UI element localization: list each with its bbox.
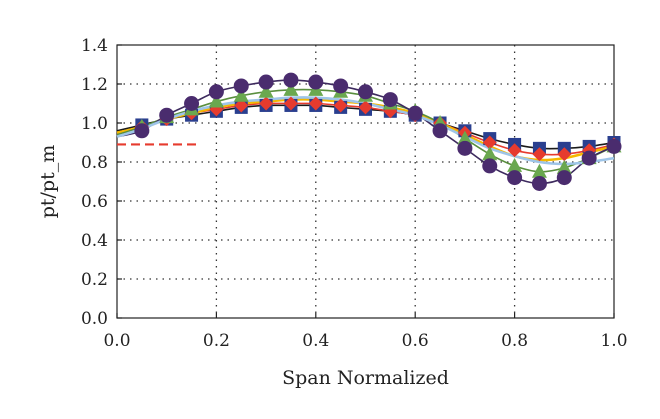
series-5-point — [258, 74, 274, 90]
x-axis-title: Span Normalized — [282, 367, 449, 389]
series-5-point — [134, 123, 150, 139]
series-2-point — [507, 143, 522, 158]
series-5-point — [283, 72, 299, 88]
series-5-point — [556, 170, 572, 186]
series-5-point — [507, 170, 523, 186]
series-5-point — [382, 92, 398, 108]
y-tick-label: 0.0 — [81, 309, 108, 329]
y-tick-label: 1.0 — [81, 114, 108, 134]
series-5-point — [159, 107, 175, 123]
series-2-point — [532, 147, 547, 162]
y-axis-title: pt/pt_m — [37, 145, 59, 219]
x-tick-label: 0.2 — [203, 331, 230, 351]
series-5-point — [531, 175, 547, 191]
x-tick-label: 0.4 — [302, 331, 329, 351]
series-5-point — [184, 96, 200, 111]
series-4-point — [482, 146, 498, 161]
x-tick-label: 1.0 — [600, 331, 627, 351]
y-tick-label: 1.2 — [81, 75, 108, 95]
series-2-point — [308, 96, 323, 111]
series-5-point — [482, 158, 498, 174]
plot-frame — [116, 44, 615, 319]
series-2-point — [358, 100, 373, 115]
series-markers — [134, 72, 622, 191]
y-tick-label: 0.6 — [81, 192, 108, 212]
y-tick-label: 1.4 — [81, 36, 108, 56]
y-tick-label: 0.8 — [81, 153, 108, 173]
x-tick-label: 0.6 — [402, 331, 429, 351]
series-4-point — [208, 93, 224, 108]
series-4-point — [531, 163, 547, 178]
series-5-point — [308, 74, 324, 90]
series-2-point — [283, 96, 298, 111]
series-4-point — [457, 130, 473, 145]
series-4-point — [233, 87, 249, 102]
series-5-point — [208, 84, 224, 100]
y-tick-label: 0.2 — [81, 270, 108, 290]
x-axis-ticks: 0.0 0.2 0.4 0.6 0.8 1.0 — [103, 313, 628, 351]
y-tick-label: 0.4 — [81, 231, 108, 251]
series-2-point — [557, 147, 572, 162]
series-2-point — [234, 98, 249, 113]
series-2-point — [259, 96, 274, 111]
series-4-point — [283, 81, 299, 96]
series-5-point — [233, 78, 249, 94]
series-5-point — [407, 105, 423, 121]
series-5-point — [333, 78, 349, 94]
series-5-point — [581, 150, 597, 166]
series-2-point — [333, 98, 348, 113]
series-5-point — [606, 138, 622, 154]
series-2-point — [482, 135, 497, 150]
series-5-point — [432, 123, 448, 139]
series-4-point — [556, 159, 572, 174]
series-5-point — [358, 84, 373, 100]
y-axis-ticks: 0.0 0.2 0.4 0.6 0.8 1.0 1.2 1.4 — [81, 36, 122, 329]
x-tick-label: 0.8 — [501, 331, 528, 351]
series-4-point — [507, 157, 523, 172]
series-5-point — [457, 140, 473, 156]
series-4-point — [258, 83, 274, 98]
x-tick-label: 0.0 — [103, 331, 130, 351]
